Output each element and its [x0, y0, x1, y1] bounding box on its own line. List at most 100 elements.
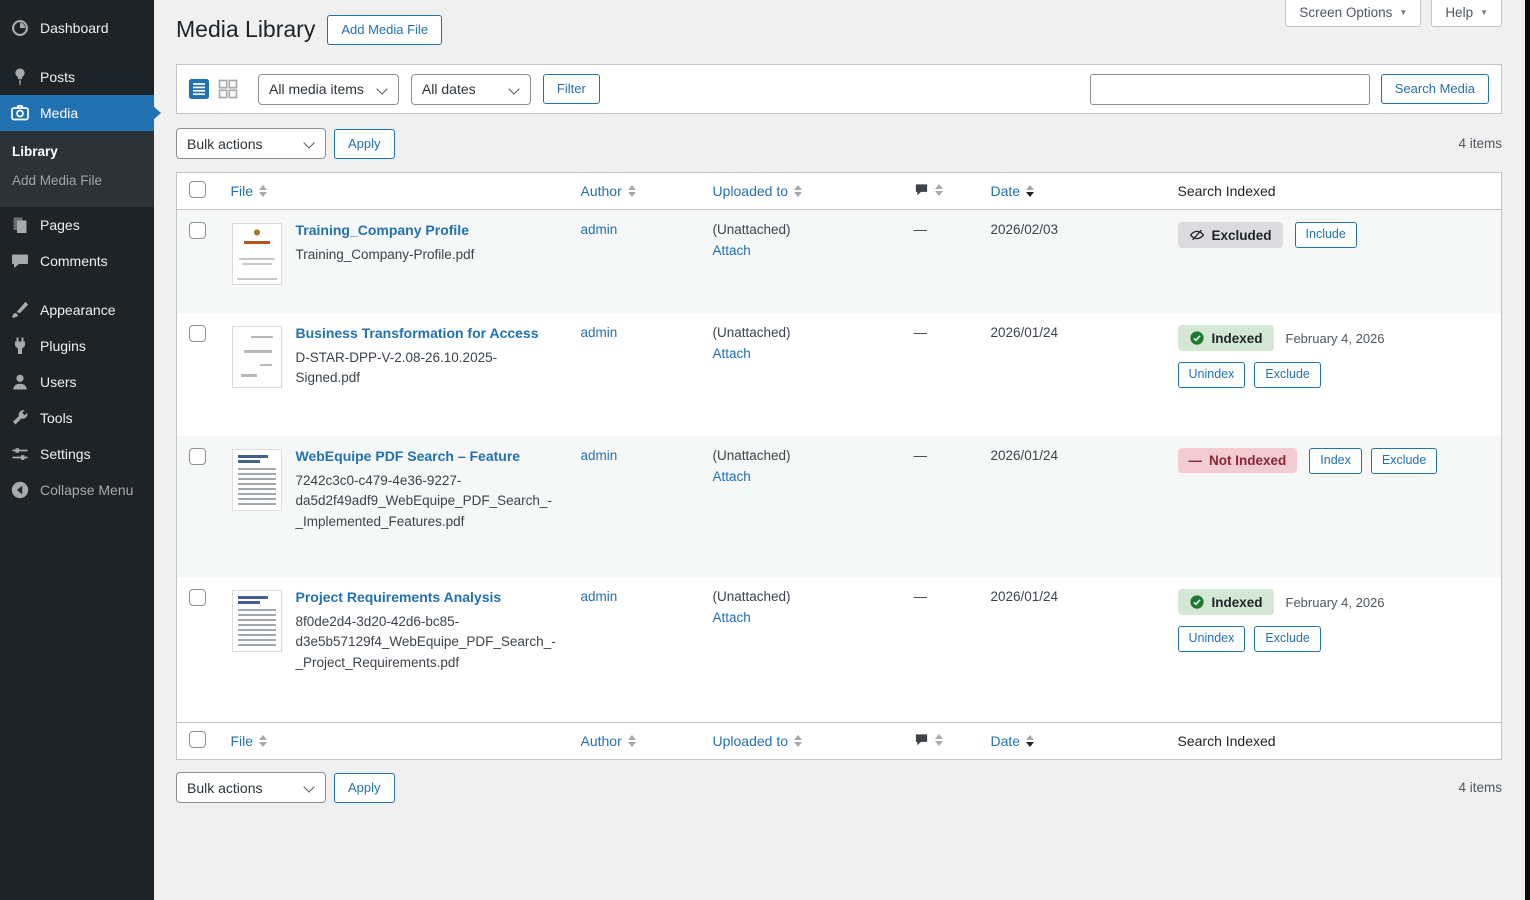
sidebar-item-tools[interactable]: Tools	[0, 400, 154, 436]
search-media-button[interactable]: Search Media	[1380, 74, 1489, 105]
sort-by-author[interactable]: Author	[581, 183, 636, 199]
sort-by-uploaded-to[interactable]: Uploaded to	[713, 183, 803, 199]
media-type-filter-select[interactable]: All media items	[258, 73, 399, 105]
sidebar-item-add-media-file[interactable]: Add Media File	[12, 173, 103, 188]
exclude-button[interactable]: Exclude	[1254, 626, 1321, 652]
filter-button[interactable]: Filter	[542, 74, 600, 105]
media-title-link[interactable]: Business Transformation for Access	[295, 325, 539, 342]
index-button[interactable]: Index	[1309, 448, 1362, 474]
date-filter-select[interactable]: All dates	[410, 73, 531, 105]
page-title: Media Library	[176, 16, 316, 43]
sidebar-item-users[interactable]: Users	[0, 364, 154, 400]
unindex-button[interactable]: Unindex	[1177, 362, 1246, 388]
dash-icon: —	[1188, 453, 1203, 469]
table-row: Project Requirements Analysis 8f0de2d4-3…	[177, 577, 1502, 723]
sidebar-item-plugins[interactable]: Plugins	[0, 328, 154, 364]
search-input[interactable]	[1089, 73, 1370, 105]
plugin-icon	[10, 336, 30, 356]
sidebar-item-label: Tools	[40, 410, 73, 426]
comments-count: —	[913, 589, 928, 605]
exclude-button[interactable]: Exclude	[1370, 448, 1438, 474]
search-indexed-column-label: Search Indexed	[1177, 733, 1276, 750]
bulk-actions-select[interactable]: Bulk actions	[176, 128, 326, 160]
sidebar-item-library[interactable]: Library	[12, 144, 58, 159]
media-title-link[interactable]: WebEquipe PDF Search – Feature	[295, 448, 521, 465]
status-label: Not Indexed	[1209, 453, 1287, 469]
author-link[interactable]: admin	[580, 448, 618, 464]
sidebar-item-collapse-menu[interactable]: Collapse Menu	[0, 472, 154, 508]
status-label: Indexed	[1211, 330, 1263, 346]
settings-icon	[10, 444, 30, 464]
bulk-actions-select[interactable]: Bulk actions	[176, 772, 326, 804]
media-icon	[10, 103, 30, 123]
attach-link[interactable]: Attach	[712, 610, 751, 626]
pdf-thumbnail[interactable]	[231, 449, 282, 512]
sort-by-date[interactable]: Date	[991, 733, 1035, 749]
sort-by-file[interactable]: File	[231, 733, 268, 749]
screen-options-button[interactable]: Screen Options ▼	[1285, 0, 1422, 27]
unindex-button[interactable]: Unindex	[1177, 626, 1246, 652]
sort-by-comments[interactable]	[914, 182, 943, 197]
upload-date: 2026/01/24	[990, 325, 1059, 341]
row-checkbox[interactable]	[189, 448, 206, 466]
status-badge-not-indexed: — Not Indexed	[1177, 448, 1298, 474]
sidebar-item-label: Plugins	[40, 338, 86, 354]
table-header-row: File Author Uploaded to Date Search Inde…	[176, 172, 1502, 211]
sort-by-comments[interactable]	[914, 732, 943, 747]
include-button[interactable]: Include	[1294, 222, 1357, 248]
check-circle-icon	[1189, 595, 1204, 609]
sort-arrows-icon	[934, 733, 943, 746]
media-title-link[interactable]: Training_Company Profile	[295, 222, 469, 239]
grid-view-icon[interactable]	[218, 79, 238, 99]
sort-by-author[interactable]: Author	[581, 733, 636, 749]
sidebar-item-comments[interactable]: Comments	[0, 243, 154, 279]
sidebar-item-pages[interactable]: Pages	[0, 207, 154, 243]
status-badge-indexed: Indexed	[1177, 325, 1274, 352]
pdf-thumbnail[interactable]	[231, 590, 282, 653]
indexed-date: February 4, 2026	[1285, 330, 1385, 346]
pages-icon	[10, 215, 30, 235]
attach-link[interactable]: Attach	[712, 243, 751, 259]
row-checkbox[interactable]	[189, 222, 206, 240]
uploaded-to-column-label: Uploaded to	[712, 183, 789, 200]
collapse-icon	[10, 480, 30, 500]
author-column-label: Author	[580, 733, 622, 750]
wrench-icon	[10, 408, 30, 428]
sidebar-item-posts[interactable]: Posts	[0, 59, 154, 95]
sidebar-item-dashboard[interactable]: Dashboard	[0, 10, 154, 46]
sort-by-file[interactable]: File	[231, 183, 268, 199]
exclude-button[interactable]: Exclude	[1254, 362, 1321, 388]
sidebar-item-appearance[interactable]: Appearance	[0, 292, 154, 328]
author-link[interactable]: admin	[580, 589, 618, 605]
upload-date: 2026/01/24	[990, 448, 1059, 464]
pdf-thumbnail[interactable]	[231, 326, 282, 389]
status-label: Excluded	[1211, 227, 1272, 243]
attach-link[interactable]: Attach	[712, 469, 751, 485]
uploaded-to-value: (Unattached)	[712, 222, 791, 238]
apply-button[interactable]: Apply	[334, 772, 395, 803]
row-checkbox[interactable]	[189, 325, 206, 343]
attach-link[interactable]: Attach	[712, 346, 751, 362]
select-all-checkbox[interactable]	[189, 181, 206, 199]
select-all-checkbox[interactable]	[189, 731, 206, 749]
user-icon	[10, 372, 30, 392]
media-filename: 7242c3c0-c479-4e36-9227-da5d2f49adf9_Web…	[295, 473, 552, 529]
sidebar-item-label: Comments	[40, 253, 108, 269]
add-media-file-button[interactable]: Add Media File	[327, 15, 443, 46]
author-link[interactable]: admin	[580, 325, 618, 341]
author-link[interactable]: admin	[580, 222, 618, 238]
apply-button[interactable]: Apply	[334, 128, 395, 159]
list-view-icon[interactable]	[189, 79, 209, 100]
sort-by-uploaded-to[interactable]: Uploaded to	[713, 733, 803, 749]
media-filename: Training_Company-Profile.pdf	[295, 247, 475, 263]
sort-by-date[interactable]: Date	[991, 183, 1035, 199]
sidebar-item-media[interactable]: Media	[0, 95, 154, 131]
sidebar-item-settings[interactable]: Settings	[0, 436, 154, 472]
search-indexed-column-label: Search Indexed	[1177, 183, 1276, 200]
date-column-label: Date	[990, 733, 1021, 750]
help-button[interactable]: Help ▼	[1431, 0, 1502, 27]
row-checkbox[interactable]	[189, 589, 206, 607]
sort-arrows-icon	[627, 735, 636, 748]
media-title-link[interactable]: Project Requirements Analysis	[295, 589, 502, 606]
pdf-thumbnail[interactable]	[231, 223, 282, 286]
